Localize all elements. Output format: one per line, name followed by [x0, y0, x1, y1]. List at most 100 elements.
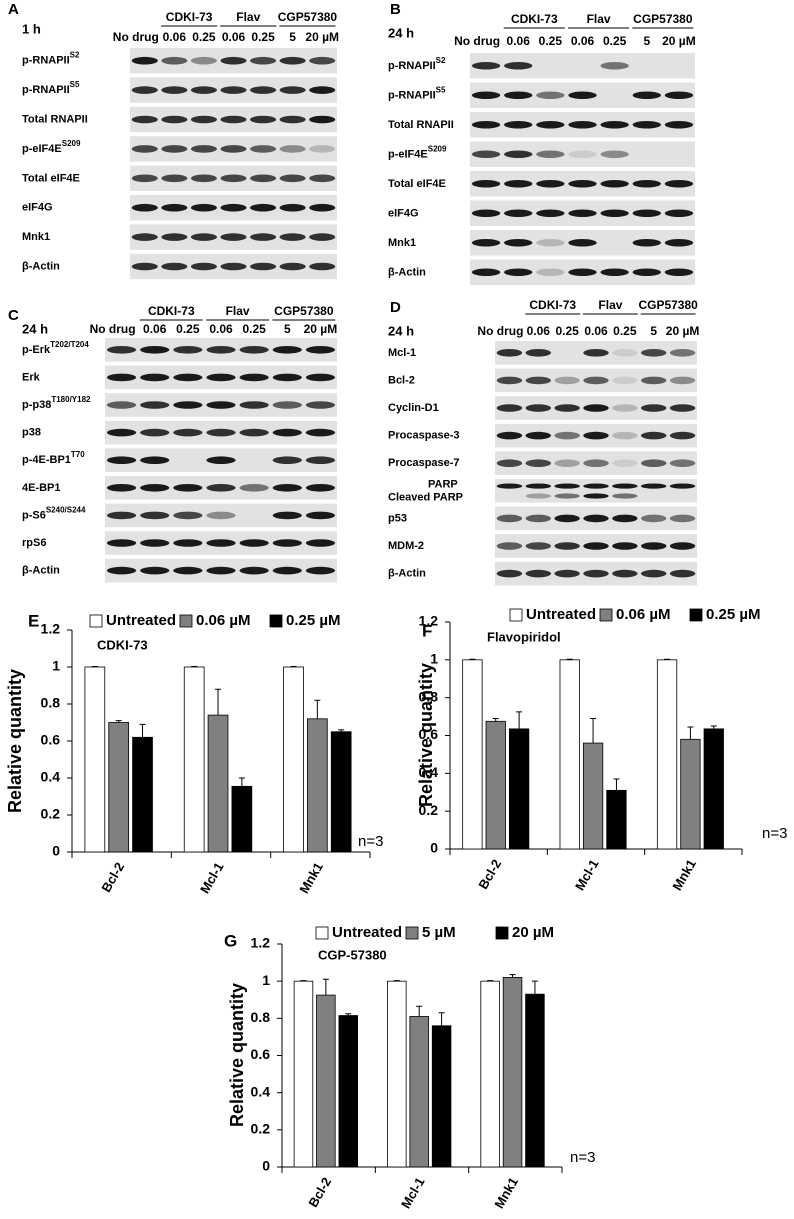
blot-band: [272, 511, 302, 520]
blot-band: [272, 401, 302, 409]
legend-swatch: [179, 614, 193, 628]
blot-band: [106, 373, 137, 382]
blot-band: [220, 233, 247, 241]
lane-label: 0.25: [192, 30, 216, 44]
row-label-text: Mnk1: [388, 237, 416, 249]
blot-band: [220, 115, 247, 124]
blot-band: [669, 542, 696, 550]
row-label: Mnk1: [388, 237, 416, 249]
blot-band: [131, 174, 158, 183]
blot-band: [250, 233, 277, 241]
row-label-text: 4E-BP1: [22, 482, 61, 494]
row-label-text: p-Erk: [22, 344, 51, 356]
blot-band: [496, 459, 523, 468]
blot-band: [309, 203, 336, 212]
blot-band: [131, 86, 158, 94]
legend-label: 5 µM: [422, 924, 456, 941]
legend-label: 0.25 µM: [286, 612, 341, 629]
row-label: rpS6: [22, 537, 46, 549]
blot-band: [583, 542, 609, 550]
bar: [485, 720, 506, 850]
lane-label: No drug: [90, 322, 136, 336]
blot-band: [305, 428, 336, 437]
y-tick-label: 0.2: [251, 1121, 271, 1137]
legend-swatch: [269, 614, 283, 628]
blot-band: [568, 179, 597, 188]
blot-band: [161, 86, 188, 94]
blot-band: [568, 91, 597, 100]
row-label-text: Total RNAPII: [22, 113, 88, 125]
blot-band: [568, 150, 597, 159]
error-bar: [492, 717, 499, 722]
blot-band: [106, 346, 137, 354]
blot-band: [641, 431, 667, 440]
blot-band: [664, 268, 694, 277]
blot-band: [140, 428, 170, 437]
y-tick-label: 1: [430, 651, 438, 667]
blot-band: [568, 120, 597, 129]
error-bar: [687, 726, 694, 740]
row-label-text: p-eIF4E: [388, 148, 428, 160]
blot-band: [554, 514, 580, 523]
blot-band: [239, 428, 269, 437]
y-axis-label: Relative quantity: [227, 983, 247, 1127]
legend-label: 0.06 µM: [196, 612, 251, 629]
lane-label: 5: [650, 324, 657, 338]
row-label: Mnk1: [22, 231, 50, 243]
blot-band: [504, 238, 533, 247]
lane-label: No drug: [113, 30, 159, 44]
blot-band: [173, 401, 203, 409]
bar: [462, 659, 483, 850]
blot-band: [536, 209, 565, 218]
panel-label: F: [422, 621, 432, 640]
bar: [316, 994, 336, 1168]
annotation: n=3: [358, 833, 383, 850]
x-tick-label: Mcl-1: [197, 860, 227, 896]
row-label-text: p-RNAPII: [22, 55, 70, 67]
time-label: 24 h: [388, 323, 414, 338]
blot-band: [641, 569, 667, 578]
x-tick-label: Bcl-2: [305, 1175, 334, 1210]
lane-label: 5: [289, 30, 296, 44]
error-bar: [590, 717, 597, 744]
blot-band: [309, 145, 336, 153]
error-bar: [664, 658, 671, 660]
y-tick-label: 0: [430, 840, 438, 856]
blot-band: [504, 120, 533, 129]
blot-band: [600, 209, 629, 218]
blot-band: [536, 238, 565, 247]
blot-band: [525, 483, 551, 489]
blot-band: [279, 233, 306, 241]
error-bar: [238, 777, 245, 787]
error-bar: [416, 1005, 423, 1017]
row-label-sup: S209: [428, 144, 447, 153]
lane-label: 0.25: [251, 30, 275, 44]
blot-band: [554, 542, 580, 550]
y-tick-label: 0.2: [419, 802, 439, 818]
blot-band: [305, 456, 336, 465]
row-label-text: β-Actin: [22, 260, 60, 272]
blot-band: [279, 56, 306, 65]
y-tick-label: 1.2: [419, 613, 439, 629]
row-label: p-RNAPIIS2: [388, 56, 446, 72]
blot-band: [239, 484, 269, 492]
blot-band: [496, 376, 523, 385]
legend-label: Untreated: [332, 924, 402, 941]
group-label: CDKI-73: [166, 10, 213, 24]
blot-band: [600, 120, 629, 129]
annotation: n=3: [570, 1149, 595, 1166]
blot-band: [504, 209, 533, 218]
legend-swatch: [509, 608, 523, 622]
row-label: p-eIF4ES209: [388, 144, 447, 160]
blot-band: [220, 145, 247, 153]
lane-label: 0.06: [507, 34, 531, 48]
row-label: eIF4G: [22, 202, 53, 214]
blot-band: [504, 61, 533, 70]
error-bar: [469, 658, 476, 660]
row-label-text: p-4E-BP1: [22, 454, 71, 466]
blot-band: [669, 349, 696, 357]
blot-band: [525, 514, 551, 523]
blot-band: [669, 569, 696, 578]
blot-band: [190, 203, 217, 212]
row-label: eIF4G: [388, 207, 419, 219]
